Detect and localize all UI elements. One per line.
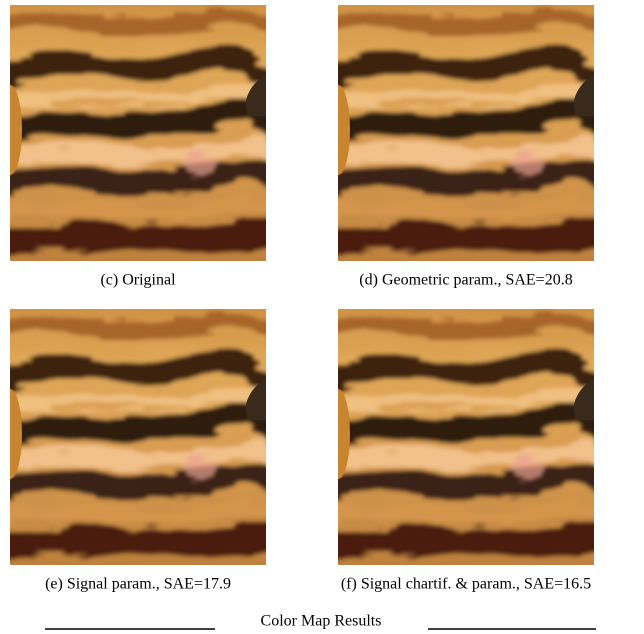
- figure-title: Color Map Results: [261, 613, 382, 630]
- texture-image: [318, 289, 618, 589]
- caption: (f) Signal chartif. & param., SAE=16.5: [341, 576, 591, 593]
- texture-image: [318, 0, 618, 285]
- texture-image: [0, 0, 290, 285]
- caption: (e) Signal param., SAE=17.9: [45, 576, 231, 593]
- panel: (f) Signal chartif. & param., SAE=16.5: [318, 289, 618, 593]
- page: (c) Original (d) Geometric param., SAE=2…: [0, 0, 644, 634]
- panel: (e) Signal param., SAE=17.9: [0, 289, 290, 593]
- panel: (d) Geometric param., SAE=20.8: [318, 0, 618, 289]
- caption: (c) Original: [100, 272, 176, 289]
- panel: (c) Original: [0, 0, 290, 289]
- texture-image: [0, 289, 290, 589]
- figure: (c) Original (d) Geometric param., SAE=2…: [0, 0, 644, 634]
- caption: (d) Geometric param., SAE=20.8: [359, 272, 572, 289]
